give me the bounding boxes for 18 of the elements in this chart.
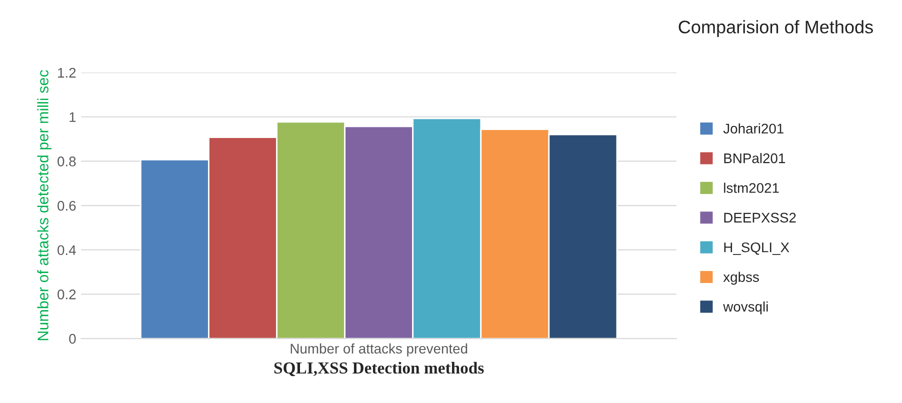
x-axis-title: SQLI,XSS Detection methods (274, 362, 484, 376)
legend-label: Johari201 (723, 123, 784, 134)
y-axis-title: Number of attacks detected per milli sec (37, 70, 52, 340)
y-tick-label: 0.8 (58, 156, 76, 166)
x-tick-label: Number of attacks prevented (290, 343, 468, 356)
legend-label: H_SQLI_X (724, 242, 790, 255)
y-tick-label: 0.4 (58, 245, 76, 256)
legend-label: DEEPXSS2 (724, 212, 796, 223)
y-tick-label: 1 (70, 112, 76, 122)
text: Comparision of Methods (678, 20, 873, 37)
legend-label: BNPal201 (724, 153, 785, 164)
y-tick-label: 1.2 (58, 68, 76, 78)
legend-label: xgbss (723, 272, 759, 285)
legend-label: wovsqli (723, 301, 768, 314)
y-tick-label: 0 (69, 334, 76, 344)
legend-label: lstm2021 (724, 182, 779, 193)
y-tick-label: 0.2 (58, 290, 76, 300)
y-tick-label: 0.6 (58, 200, 76, 211)
